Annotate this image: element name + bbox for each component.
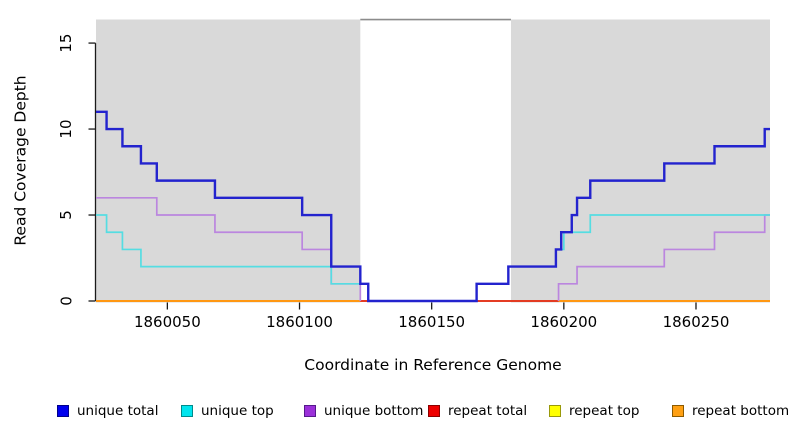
y-tick-label: 0 <box>57 296 75 306</box>
x-axis-title: Coordinate in Reference Genome <box>304 356 562 374</box>
legend-swatch <box>304 405 316 417</box>
legend-item-unique-bottom: unique bottom <box>304 399 423 423</box>
legend-swatch <box>181 405 193 417</box>
legend-label: unique bottom <box>324 403 424 419</box>
x-tick-label: 1860050 <box>134 313 201 331</box>
left-repeat-shade <box>96 19 361 303</box>
legend-swatch <box>428 405 440 417</box>
legend-item-repeat-total: repeat total <box>428 399 527 423</box>
legend-label: unique top <box>201 403 274 419</box>
x-tick-label: 1860150 <box>398 313 465 331</box>
series-unique-total <box>96 110 770 303</box>
legend-swatch <box>57 405 69 417</box>
legend-label: repeat total <box>448 403 528 419</box>
y-tick-label: 5 <box>57 210 75 220</box>
legend-swatch <box>549 405 561 417</box>
legend-item-repeat-bottom: repeat bottom <box>672 399 789 423</box>
legend-item-repeat-top: repeat top <box>549 399 639 423</box>
series-unique-bottom <box>557 214 770 301</box>
legend-item-unique-top: unique top <box>181 399 274 423</box>
x-tick-label: 1860100 <box>266 313 333 331</box>
legend-label: repeat top <box>569 403 640 419</box>
y-tick-label: 15 <box>57 34 75 53</box>
y-tick-label: 10 <box>57 120 75 139</box>
legend-label: unique total <box>77 403 159 419</box>
legend-item-unique-total: unique total <box>57 399 158 423</box>
right-repeat-shade <box>510 19 770 303</box>
x-tick-label: 1860200 <box>530 313 597 331</box>
legend-label: repeat bottom <box>692 403 790 419</box>
legend-swatch <box>672 405 684 417</box>
legend: unique total unique top unique bottom repea… <box>0 399 792 425</box>
y-axis-title: Read Coverage Depth <box>11 75 30 246</box>
x-tick-label: 1860250 <box>663 313 730 331</box>
